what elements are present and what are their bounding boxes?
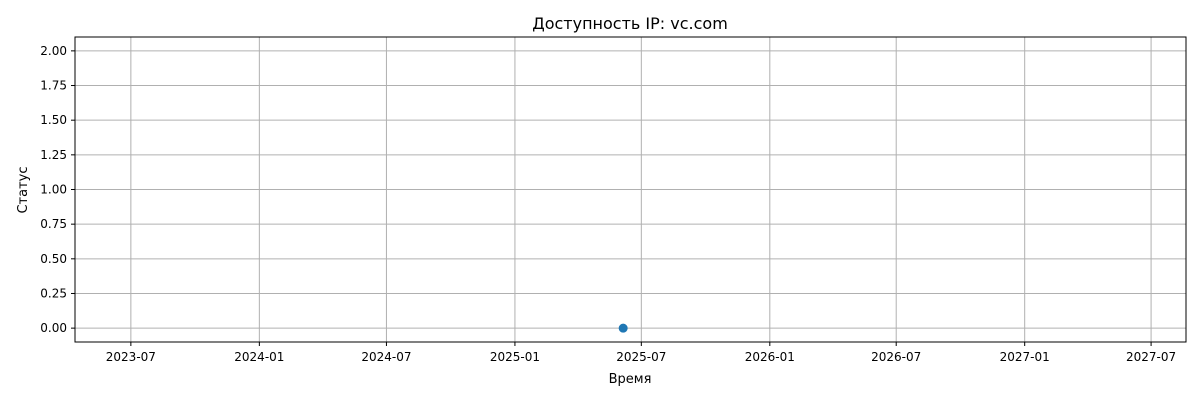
y-axis-label: Статус (16, 166, 31, 213)
x-axis-label: Время (609, 372, 652, 387)
x-tick-label: 2025-07 (616, 350, 666, 364)
ticks: 2023-07 2024-01 2024-07 2025-01 2025-07 2026-… (40, 44, 1176, 364)
x-tick-label: 2026-01 (745, 350, 795, 364)
x-tick-label: 2024-07 (361, 350, 411, 364)
y-tick-label: 0.50 (40, 252, 67, 266)
x-tick-label: 2027-07 (1126, 350, 1176, 364)
x-tick-label: 2025-01 (490, 350, 540, 364)
y-tick-label: 0.75 (40, 217, 67, 231)
y-tick-label: 1.75 (40, 79, 67, 93)
y-tick-label: 2.00 (40, 44, 67, 58)
x-tick-label: 2026-07 (871, 350, 921, 364)
grid (75, 37, 1186, 342)
x-tick-label: 2027-01 (1000, 350, 1050, 364)
y-tick-label: 1.25 (40, 148, 67, 162)
y-tick-label: 1.00 (40, 183, 67, 197)
data-point (618, 323, 628, 333)
y-tick-label: 0.00 (40, 321, 67, 335)
x-tick-label: 2024-01 (234, 350, 284, 364)
plot-frame (74, 36, 1187, 343)
x-tick-label: 2023-07 (106, 350, 156, 364)
data-points (618, 323, 628, 333)
y-tick-label: 1.50 (40, 113, 67, 127)
chart-title: Доступность IP: vc.com (532, 14, 728, 33)
y-tick-label: 0.25 (40, 286, 67, 300)
